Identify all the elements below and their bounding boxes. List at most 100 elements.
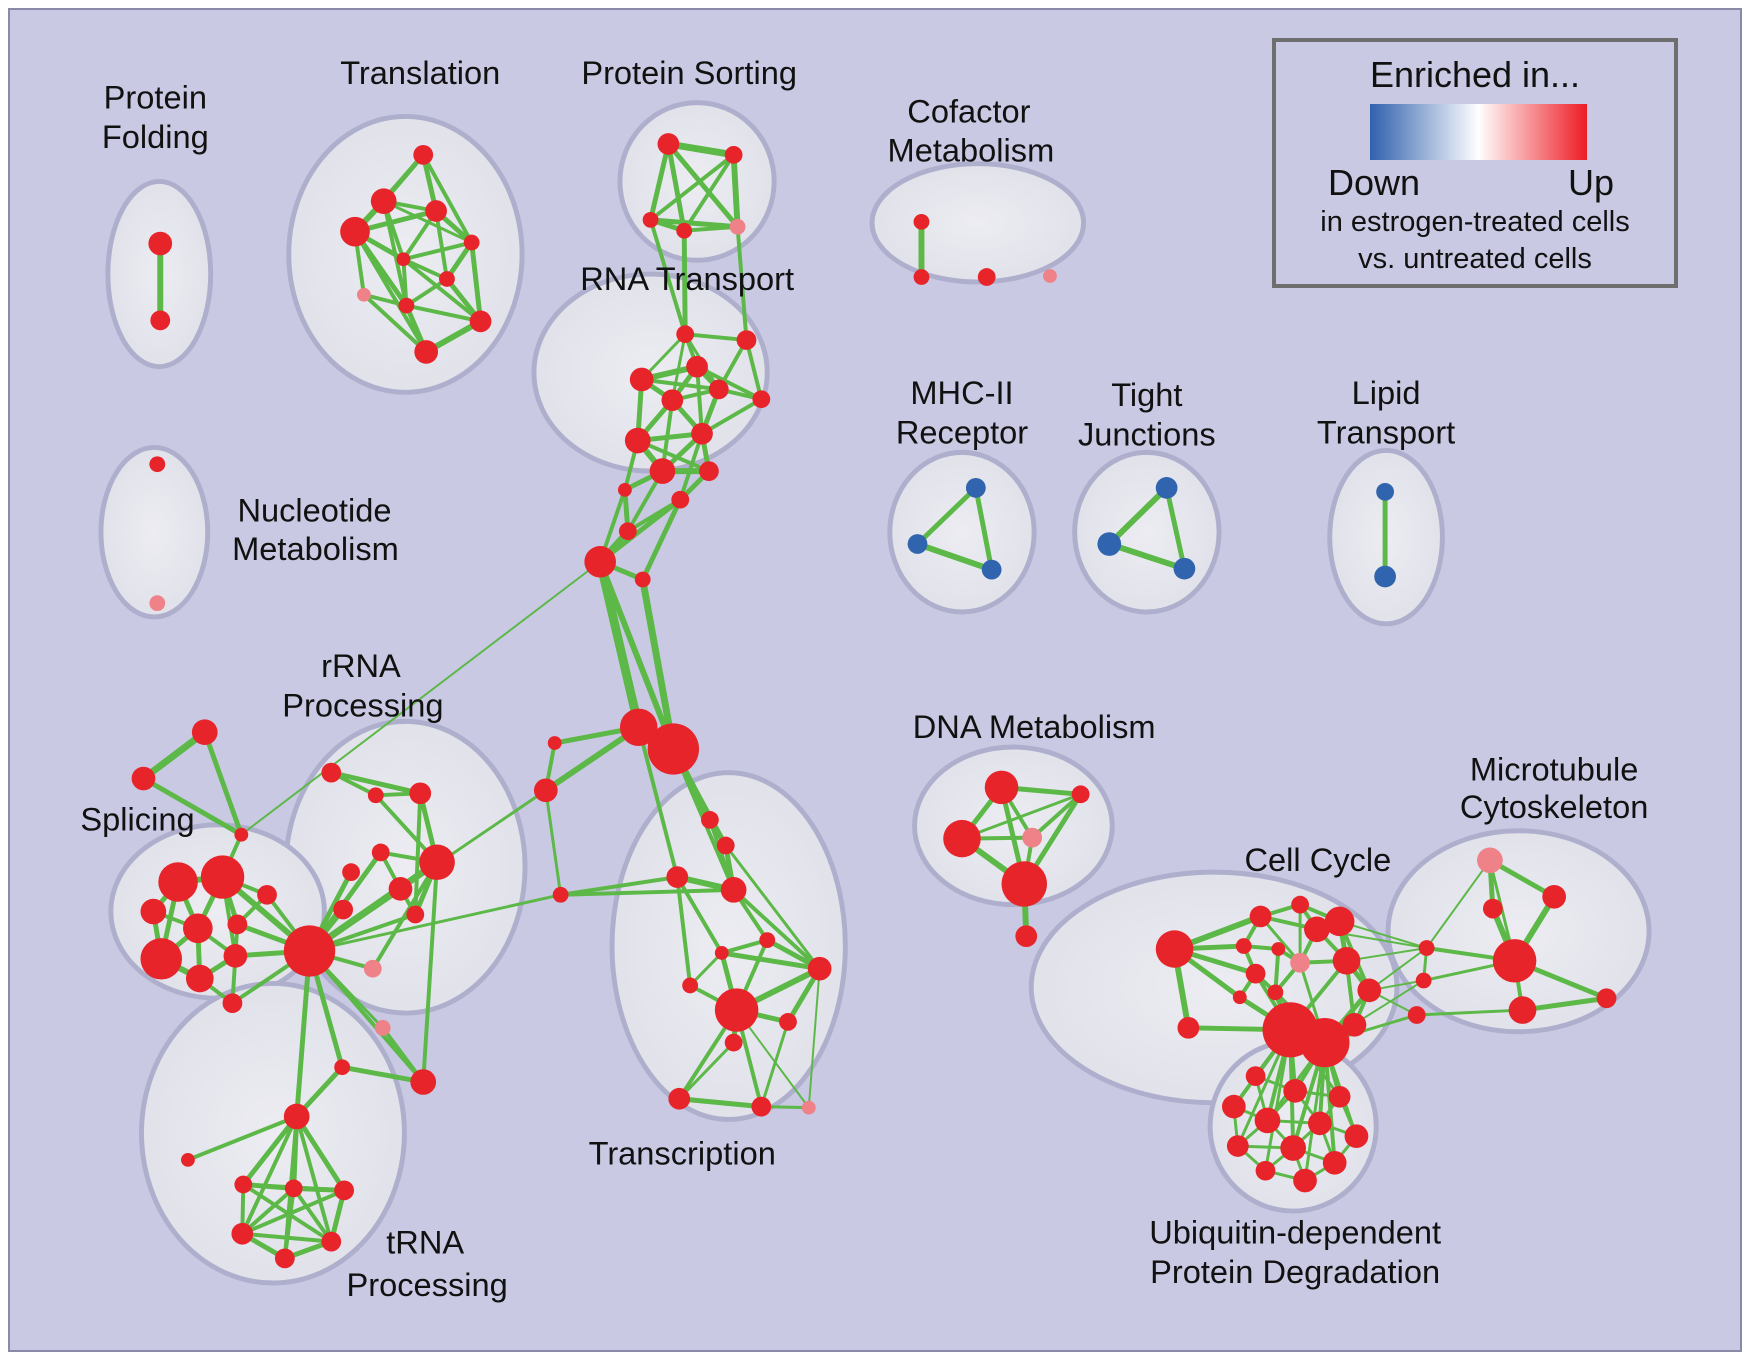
edge-mt6-mtc	[1415, 1008, 1524, 1017]
edge-t7-t9	[404, 277, 449, 308]
cluster-label-mhc-ii-receptor-1: Receptor	[896, 415, 1028, 451]
gene-set-node-t9	[398, 297, 415, 314]
gene-set-node-rt2	[736, 330, 757, 350]
edge-j1-j3	[1164, 485, 1187, 572]
edge-rt7-rt9	[700, 397, 764, 436]
gene-set-node-ch5	[634, 571, 651, 588]
edge-w2-w5	[291, 1186, 334, 1244]
gene-set-node-rt10	[649, 458, 676, 484]
gene-set-node-w5	[321, 1231, 342, 1252]
gene-set-node-c7	[1235, 938, 1252, 954]
cluster-label-splicing-0: Splicing	[80, 802, 194, 838]
gene-set-node-w2	[284, 1179, 303, 1198]
gene-set-node-u3	[1328, 1085, 1351, 1108]
gene-set-node-u2	[1283, 1079, 1308, 1103]
gene-set-node-pf2	[150, 310, 171, 331]
gene-set-node-tf	[759, 932, 776, 948]
gene-set-node-mtc	[1407, 1006, 1426, 1024]
edge-tc-te	[675, 875, 724, 955]
edge-rt4-rt7	[695, 364, 764, 402]
gene-set-node-j1	[1155, 477, 1178, 499]
edge-tb-tg	[724, 844, 822, 971]
edge-r6-r10	[421, 860, 440, 1084]
edge-rt4-rt9	[695, 364, 704, 436]
gene-set-node-t2	[370, 188, 397, 214]
gene-set-node-co3	[977, 268, 996, 286]
gene-set-node-d1	[984, 770, 1019, 805]
gene-set-node-s5	[227, 914, 248, 935]
edge-mt5-mt6	[1520, 995, 1610, 1013]
gene-set-node-c9	[1290, 952, 1310, 973]
gene-set-node-r4	[371, 843, 390, 862]
gene-set-node-u7	[1344, 1124, 1369, 1149]
gene-set-node-td	[720, 877, 747, 903]
gene-set-node-ps1	[657, 133, 680, 155]
edge-wh-w1	[240, 1114, 300, 1187]
edge-ln2-ln3	[544, 788, 563, 897]
gene-set-node-ch4	[584, 546, 616, 578]
legend-endpoint-labels: Down Up	[1276, 160, 1674, 204]
gene-set-node-u1	[1245, 1066, 1266, 1086]
gene-set-node-w0	[181, 1152, 195, 1167]
edge-m1-m3	[973, 485, 995, 573]
gene-set-node-mt3	[1482, 898, 1503, 919]
gene-set-node-c4	[1291, 895, 1309, 914]
legend: Enriched in... Down Up in estrogen-treat…	[1272, 38, 1678, 288]
edge-t4-t11	[353, 229, 429, 354]
cluster-label-ubiquitin-dependent-protein-degradation-1: Protein Degradation	[1150, 1254, 1440, 1290]
edge-m2-m3	[914, 541, 995, 573]
gene-set-node-mt6	[1508, 996, 1537, 1024]
cluster-label-rrna-processing-1: Processing	[282, 688, 443, 724]
cluster-ellipse-cofactor-metabolism	[869, 161, 1087, 285]
cluster-label-cell-cycle-0: Cell Cycle	[1245, 842, 1392, 878]
gene-set-node-mt5	[1596, 988, 1617, 1009]
gene-set-node-r3	[409, 782, 432, 805]
edge-w2-w6	[282, 1186, 296, 1261]
edge-rt8-rt11	[635, 438, 711, 474]
gene-set-node-h2	[647, 723, 700, 775]
gene-set-node-r12	[363, 959, 382, 978]
cluster-ellipse-microtubule-cytoskeleton	[1385, 828, 1652, 1035]
gene-set-node-ch1	[617, 482, 632, 497]
gene-set-node-c5	[1304, 916, 1330, 943]
edge-ch4-h1	[595, 557, 644, 732]
legend-title: Enriched in...	[1369, 54, 1581, 95]
gene-set-node-u12	[1293, 1168, 1317, 1193]
edge-j1-j2	[1106, 484, 1170, 547]
cluster-ellipse-nucleotide-metabolism	[98, 445, 211, 620]
gene-set-node-d5	[1001, 861, 1048, 907]
gene-set-node-c10	[1245, 963, 1266, 984]
edge-w4-w5	[240, 1231, 334, 1244]
gene-set-node-mta	[1418, 940, 1435, 956]
edge-ps3-rt1	[648, 217, 688, 337]
gene-set-node-u4	[1221, 1094, 1246, 1119]
cluster-label-dna-metabolism-0: DNA Metabolism	[913, 709, 1156, 745]
cluster-label-protein-folding-1: Folding	[102, 119, 209, 155]
gene-set-node-tn	[801, 1100, 816, 1115]
cluster-label-tight-junctions-1: Junctions	[1078, 417, 1216, 453]
cluster-label-translation-0: Translation	[340, 55, 500, 91]
gene-set-node-r13	[374, 1019, 391, 1036]
gene-set-node-d3	[943, 819, 981, 858]
edge-ps1-ps3	[648, 141, 671, 223]
gene-set-node-w1	[234, 1175, 253, 1194]
gene-set-node-co1	[913, 213, 930, 230]
gene-set-node-nu1	[149, 456, 166, 473]
edge-rt1-rt2	[683, 332, 749, 343]
gene-set-node-rt7	[752, 390, 771, 409]
edge-t1-t5	[421, 152, 474, 245]
gene-set-node-tl	[668, 1087, 691, 1110]
edge-rt9-ch2	[678, 431, 704, 502]
edge-t5-t10	[469, 240, 484, 324]
edge-wh-w5	[294, 1114, 334, 1244]
gene-set-node-s8	[223, 944, 248, 968]
gene-set-node-c1	[1155, 930, 1194, 968]
gene-set-node-tg	[807, 956, 832, 981]
gene-set-node-t4	[340, 216, 370, 247]
gene-set-node-s4	[183, 913, 213, 944]
edge-x2-x3	[140, 776, 244, 838]
cluster-label-transcription-0: Transcription	[589, 1136, 776, 1172]
gene-set-node-x3	[234, 827, 249, 842]
edge-j2-j3	[1106, 541, 1188, 572]
